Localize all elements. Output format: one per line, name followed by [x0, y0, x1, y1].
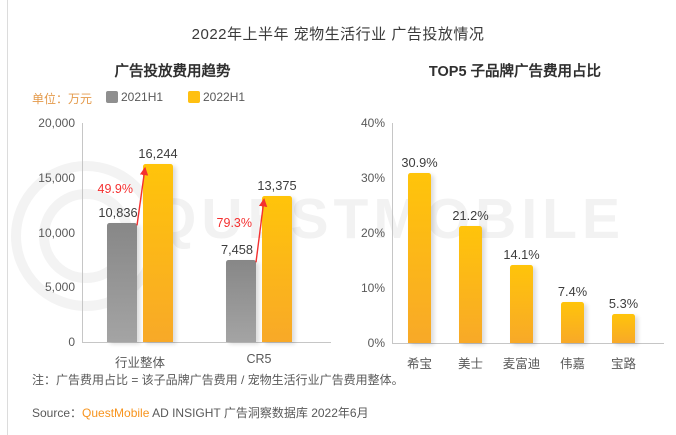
- bar-希宝: [408, 173, 431, 343]
- y-axis-tick: 15,000: [38, 170, 75, 185]
- page-title: 2022年上半年 宠物生活行业 广告投放情况: [191, 26, 485, 43]
- y-axis-tick: 10%: [360, 281, 385, 295]
- bar-2022h1-行业整体: [143, 164, 173, 342]
- bar-value-label: 7,458: [220, 242, 254, 258]
- x-axis-category-label: 伟嘉: [559, 357, 585, 371]
- y-axis-tick: 5,000: [44, 280, 75, 295]
- bar-value-label: 7.4%: [557, 284, 588, 300]
- source-suffix: AD INSIGHT 广告洞察数据库 2022年6月: [149, 406, 369, 420]
- y-axis-tick: 0: [68, 335, 75, 349]
- x-axis-category-label: 宝路: [610, 357, 636, 371]
- bar-value-label: 14.1%: [503, 247, 540, 263]
- x-axis-category-label: 行业整体: [114, 356, 165, 370]
- legend-label-2021h1: 2021H1: [121, 90, 164, 104]
- y-axis-tick: 40%: [360, 116, 385, 130]
- growth-arrow-icon: [136, 166, 149, 226]
- legend-swatch-2022h1-icon: [188, 91, 200, 103]
- legend: 单位：万元 2021H1 2022H1: [0, 90, 676, 106]
- top5-brand-bar-chart: 40% 30% 20% 10% 0% 30.9% 希宝 21.2% 美士 14.1% 麦富迪 7.4%…: [361, 116, 664, 371]
- bar-伟嘉: [561, 302, 584, 343]
- legend-swatch-2021h1-icon: [106, 91, 118, 103]
- y-axis-tick: 0%: [367, 336, 385, 350]
- x-axis-category-label: 希宝: [406, 357, 432, 371]
- bar-2022h1-CR5: [262, 195, 292, 342]
- footnote: 注：广告费用占比 = 该子品牌广告费用 / 宠物生活行业广告费用整体。: [32, 373, 404, 387]
- source-brand: QuestMobile: [82, 406, 150, 420]
- y-axis-tick: 20,000: [38, 116, 75, 130]
- x-axis-category-label: 麦富迪: [502, 357, 541, 371]
- x-axis-category-label: 美士: [457, 357, 483, 371]
- legend-label-2022h1: 2022H1: [203, 90, 246, 104]
- y-axis-tick: 30%: [360, 171, 385, 185]
- right-chart-title: TOP5 子品牌广告费用占比: [428, 64, 602, 80]
- legend-item-2021h1: 2021H1: [106, 90, 163, 104]
- trend-bar-chart: 20,000 15,000 10,000 5,000 0 10,836 16,244 49.9…: [38, 116, 331, 370]
- bar-宝路: [612, 313, 635, 343]
- growth-percent-label: 49.9%: [97, 181, 133, 196]
- growth-percent-label: 79.3%: [216, 215, 252, 230]
- y-axis-tick: 20%: [360, 226, 385, 240]
- bar-2021h1-CR5: [226, 260, 256, 342]
- left-chart-title: 广告投放费用趋势: [114, 64, 231, 80]
- bar-value-label: 30.9%: [401, 155, 438, 171]
- growth-arrow-icon: [255, 198, 268, 263]
- bar-value-label: 10,836: [98, 205, 138, 221]
- source-line: Source：QuestMobile AD INSIGHT 广告洞察数据库 20…: [32, 404, 369, 421]
- legend-item-2022h1: 2022H1: [188, 90, 245, 104]
- bar-value-label: 5.3%: [608, 295, 639, 311]
- bar-value-label: 21.2%: [452, 208, 489, 224]
- x-axis-category-label: CR5: [246, 352, 272, 366]
- questmobile-text-watermark: QUESTMOBILE: [152, 187, 626, 251]
- source-prefix: Source：: [32, 406, 83, 420]
- growth-arrows: [136, 166, 268, 263]
- bar-麦富迪: [510, 265, 533, 343]
- y-axis-tick: 10,000: [38, 225, 75, 240]
- bar-美士: [459, 226, 482, 343]
- unit-label: 单位：万元: [32, 92, 93, 106]
- bar-value-label: 16,244: [138, 146, 178, 162]
- bar-value-label: 13,375: [257, 177, 297, 193]
- bar-2021h1-行业整体: [107, 223, 137, 342]
- slide-left-border: [7, 0, 8, 435]
